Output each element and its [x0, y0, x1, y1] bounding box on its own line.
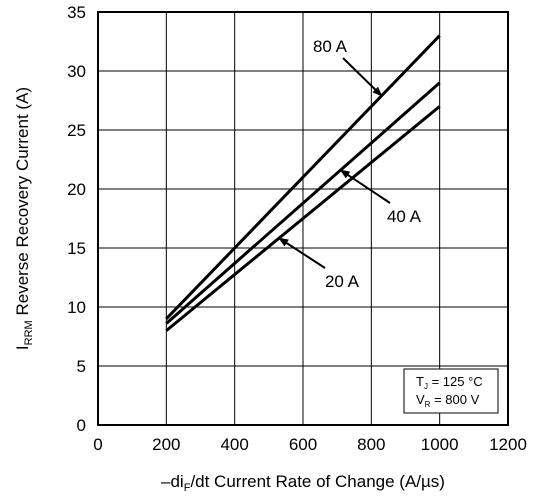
x-axis-title: –diF/dt Current Rate of Change (A/µs) — [161, 472, 445, 494]
annotation-label-80-a: 80 A — [313, 37, 348, 56]
condition-vr: VR = 800 V — [416, 392, 480, 409]
y-tick-label: 35 — [67, 3, 86, 22]
y-tick-label: 25 — [67, 121, 86, 140]
annotation-arrow-20-a — [278, 237, 326, 269]
y-axis-title-suffix: Reverse Recovery Current (A) — [13, 87, 32, 320]
x-axis-ticks: 0 200 400 600 800 1000 1200 — [93, 435, 527, 454]
x-axis-title-prefix: –di — [161, 472, 184, 491]
series-lines — [165, 34, 441, 332]
y-tick-label: 20 — [67, 180, 86, 199]
grid — [98, 12, 508, 425]
annotation-label-40-a: 40 A — [387, 207, 422, 226]
test-conditions-frame — [403, 368, 499, 414]
x-axis-title-subscript: F — [184, 482, 191, 494]
x-tick-label: 800 — [357, 435, 385, 454]
x-tick-label: 1200 — [489, 435, 527, 454]
y-axis-title-subscript: RRM — [23, 320, 35, 345]
condition-tj-value: = 125 °C — [428, 374, 483, 389]
y-tick-label: 10 — [67, 298, 86, 317]
y-tick-label: 15 — [67, 239, 86, 258]
condition-vr-value: = 800 V — [430, 392, 479, 407]
condition-vr-subscript: R — [425, 400, 431, 409]
test-conditions-box: TJ = 125 °C VR = 800 V — [403, 368, 499, 414]
condition-vr-symbol: V — [416, 392, 425, 407]
annotation-label-20-a: 20 A — [325, 272, 360, 291]
x-tick-label: 200 — [152, 435, 180, 454]
y-axis-title: IRRM Reverse Recovery Current (A) — [13, 87, 35, 350]
series-line-80-a — [165, 34, 441, 320]
annotation-arrow-80-a — [342, 57, 383, 97]
series-line-20-a — [165, 105, 441, 332]
y-tick-label: 30 — [67, 62, 86, 81]
y-axis-ticks: 0 5 10 15 20 25 30 35 — [67, 3, 86, 435]
y-axis-title-prefix: I — [13, 345, 32, 350]
condition-tj-symbol: T — [416, 374, 424, 389]
x-tick-label: 0 — [93, 435, 102, 454]
x-tick-label: 600 — [289, 435, 317, 454]
x-tick-label: 400 — [220, 435, 248, 454]
condition-tj-subscript: J — [424, 382, 428, 391]
annotation-arrow-40-a — [339, 169, 391, 204]
plot-frame — [97, 11, 509, 426]
series-line-40-a — [165, 81, 441, 325]
y-tick-label: 5 — [77, 357, 86, 376]
y-tick-label: 0 — [77, 416, 86, 435]
x-axis-title-suffix: /dt Current Rate of Change (A/µs) — [190, 472, 445, 491]
condition-tj: TJ = 125 °C — [416, 374, 483, 391]
series-annotations: 80 A 40 A 20 A — [278, 37, 422, 291]
x-tick-label: 1000 — [421, 435, 459, 454]
